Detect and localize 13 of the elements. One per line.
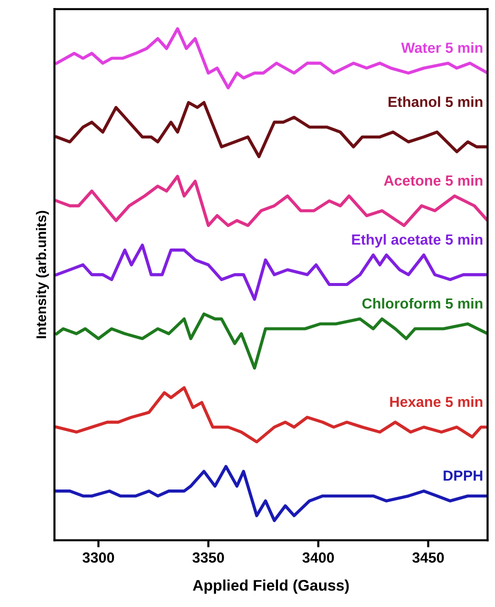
series-label: Ethanol 5 min: [388, 96, 482, 108]
series-label: Acetone 5 min: [384, 175, 482, 186]
series-label: Water 5 min: [401, 42, 482, 53]
series-label: Chloroform 5 min: [362, 298, 482, 309]
series-label: Ethyl acetate 5 min: [352, 234, 482, 248]
x-tick-label: 3400: [302, 552, 334, 563]
x-tick-label: 3350: [192, 552, 224, 563]
series-label: Hexane 5 min: [390, 396, 482, 408]
series-label: DPPH: [444, 470, 482, 481]
x-axis-title: Applied Field (Gauss): [192, 580, 349, 594]
x-tick-label: 3300: [82, 552, 114, 563]
y-axis-title: Intensity (arb.units): [36, 210, 49, 338]
x-tick-label: 3450: [412, 552, 444, 563]
